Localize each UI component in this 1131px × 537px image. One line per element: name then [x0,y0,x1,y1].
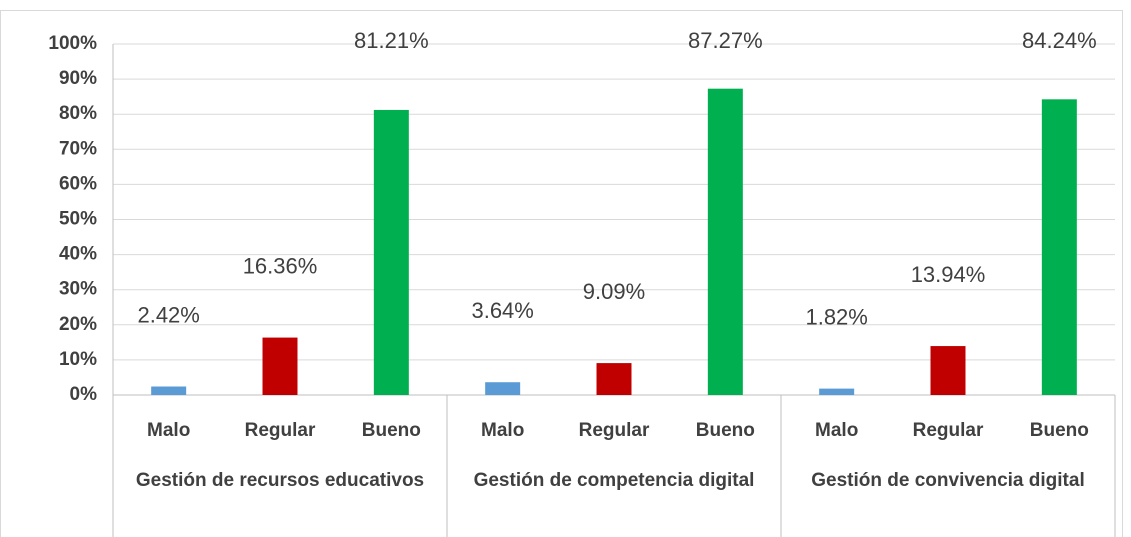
group-label: Gestión de competencia digital [473,470,755,491]
y-tick-label: 0% [70,384,98,405]
x-tick-label: Bueno [696,420,755,441]
bar [707,88,743,395]
y-tick-label: 70% [59,138,97,159]
data-label: 3.64% [471,298,533,323]
x-tick-label: Malo [815,420,858,441]
bar [596,363,632,395]
bar [373,109,409,395]
chart-frame [0,10,1123,537]
x-tick-label: Bueno [1030,420,1089,441]
bar [485,382,521,395]
bar [262,337,298,395]
y-tick-label: 60% [59,173,97,194]
x-tick-label: Regular [245,420,316,441]
x-tick-label: Malo [481,420,524,441]
y-tick-label: 80% [59,103,97,124]
group-label: Gestión de convivencia digital [811,470,1085,491]
bar [151,386,187,395]
y-tick-label: 90% [59,68,97,89]
data-label: 84.24% [1022,28,1097,53]
x-tick-label: Regular [913,420,984,441]
y-tick-label: 100% [48,33,97,54]
data-label: 81.21% [354,28,429,53]
y-tick-label: 50% [59,209,97,230]
y-tick-label: 20% [59,314,97,335]
y-tick-label: 30% [59,279,97,300]
data-label: 13.94% [911,262,986,287]
bar [930,346,966,395]
data-label: 16.36% [243,253,318,278]
x-tick-label: Regular [579,420,650,441]
data-label: 1.82% [805,304,867,329]
bar [1041,99,1077,395]
data-label: 9.09% [583,279,645,304]
x-tick-label: Malo [147,420,190,441]
y-tick-label: 40% [59,244,97,265]
data-label: 2.42% [137,302,199,327]
x-tick-label: Bueno [362,420,421,441]
bar [819,388,855,395]
data-label: 87.27% [688,28,763,53]
group-label: Gestión de recursos educativos [135,470,425,491]
y-tick-label: 10% [59,349,97,370]
